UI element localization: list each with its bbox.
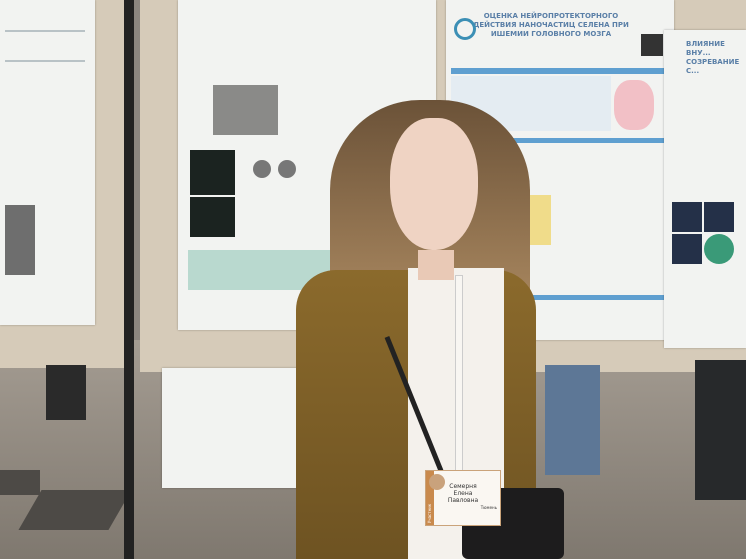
badge-city: Тюмень — [480, 505, 497, 510]
stand-pole — [124, 0, 134, 559]
name-badge: Семерня Елена Павловна Тюмень Участник — [425, 470, 501, 526]
floor-tile — [0, 470, 40, 495]
neck — [418, 250, 454, 280]
badge-name-patronymic: Павловна — [447, 497, 479, 504]
qr-code-icon — [641, 34, 663, 56]
logo-icon — [454, 18, 476, 40]
poster-title: ВЛИЯНИЕ ВНУ... СОЗРЕВАНИЕ С... — [686, 40, 740, 75]
person-legs — [545, 365, 600, 475]
lanyard — [455, 275, 463, 477]
left-poster — [0, 0, 95, 325]
person-legs — [46, 365, 86, 420]
badge-role: Участник — [427, 503, 433, 524]
lower-poster — [162, 368, 302, 488]
face — [390, 118, 478, 250]
badge-logo-icon — [429, 474, 445, 490]
poster-title: ОЦЕНКА НЕЙРОПРОТЕКТОРНОГО ДЕЙСТВИЯ НАНОЧ… — [473, 12, 629, 38]
badge-name-surname: Семерня — [449, 483, 477, 490]
right-poster: ВЛИЯНИЕ ВНУ... СОЗРЕВАНИЕ С... — [664, 30, 746, 348]
poster-image — [5, 205, 35, 275]
badge-name-first: Елена — [453, 490, 473, 497]
person-legs — [695, 360, 746, 500]
center-poster: ОЦЕНКА НЕЙРОПРОТЕКТОРНОГО ДЕЙСТВИЯ НАНОЧ… — [446, 0, 674, 340]
